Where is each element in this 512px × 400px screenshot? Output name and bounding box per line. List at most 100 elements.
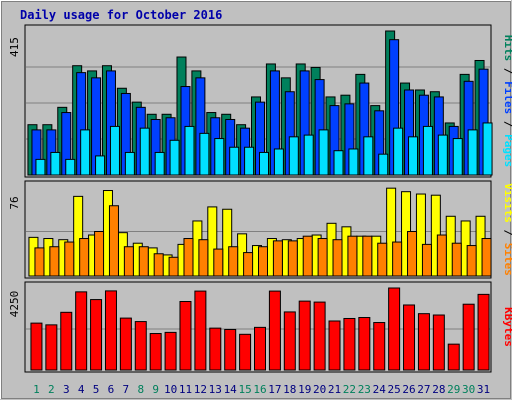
- bar-pages: [363, 136, 374, 176]
- x-tick-label: 21: [328, 383, 341, 396]
- bar-sites: [377, 242, 388, 277]
- x-tick-label: 24: [373, 383, 387, 396]
- bar-kbytes: [239, 333, 252, 371]
- bar-sites: [198, 239, 209, 277]
- x-tick-label: 2: [48, 383, 55, 396]
- bar-pages: [437, 134, 448, 176]
- bar-kbytes: [328, 320, 341, 371]
- bar-kbytes: [298, 300, 311, 371]
- bar-pages: [199, 132, 210, 176]
- bar-pages: [139, 127, 150, 176]
- bar-pages: [273, 148, 284, 176]
- x-tick-label: 11: [179, 383, 192, 396]
- bar-kbytes: [30, 322, 43, 371]
- bar-sites: [138, 246, 149, 277]
- bar-pages: [169, 139, 180, 176]
- chart-panels: 415 Hits / Files / Pages 76 Visits / Sites 4…: [8, 24, 512, 373]
- x-tick-label: 23: [358, 383, 371, 396]
- bar-sites: [64, 241, 75, 277]
- bar-sites: [451, 242, 462, 277]
- bar-sites: [183, 238, 194, 277]
- bar-kbytes: [283, 311, 296, 371]
- bar-sites: [347, 235, 358, 277]
- x-tick-label: 18: [283, 383, 296, 396]
- legend-entry: Visits: [502, 183, 512, 223]
- x-tick-label: 4: [78, 383, 85, 396]
- bar-kbytes: [358, 317, 371, 371]
- legend-separator: /: [502, 114, 512, 134]
- bar-visits: [73, 195, 84, 277]
- bar-sites: [228, 246, 239, 277]
- bar-kbytes: [209, 327, 222, 371]
- legend-separator: /: [502, 223, 512, 243]
- bar-kbytes: [447, 343, 460, 371]
- bar-sites: [94, 231, 105, 277]
- bar-kbytes: [432, 314, 445, 371]
- legend: KBytes: [502, 307, 512, 347]
- bar-pages: [318, 129, 329, 176]
- bar-sites: [332, 239, 343, 277]
- bar-sites: [407, 231, 418, 277]
- bar-sites: [421, 243, 432, 277]
- x-tick-label: 28: [432, 383, 445, 396]
- bar-pages: [154, 151, 165, 176]
- bar-sites: [49, 246, 60, 277]
- bar-sites: [168, 256, 179, 277]
- bar-pages: [65, 158, 76, 176]
- bar-pages: [288, 136, 299, 176]
- x-tick-label: 31: [477, 383, 490, 396]
- bar-kbytes: [373, 322, 386, 371]
- bar-kbytes: [164, 331, 177, 371]
- bar-pages: [244, 146, 255, 176]
- x-tick-label: 7: [123, 383, 130, 396]
- bar-kbytes: [119, 317, 132, 371]
- series-sites: [34, 205, 492, 277]
- bar-kbytes: [179, 301, 192, 371]
- bar-kbytes: [388, 287, 401, 371]
- bar-sites: [79, 238, 90, 277]
- bar-sites: [258, 246, 268, 277]
- bar-kbytes: [60, 311, 73, 371]
- bar-sites: [108, 205, 119, 277]
- bar-pages: [95, 155, 106, 176]
- bar-kbytes: [313, 301, 326, 371]
- x-tick-label: 27: [417, 383, 430, 396]
- bar-sites: [302, 235, 313, 277]
- legend-entry: KBytes: [502, 307, 512, 347]
- series-pages: [35, 122, 493, 176]
- bar-sites: [272, 240, 283, 277]
- bar-kbytes: [477, 293, 490, 371]
- bar-pages: [408, 136, 419, 176]
- x-tick-label: 20: [313, 383, 326, 396]
- bar-kbytes: [403, 304, 416, 371]
- bar-sites: [466, 245, 477, 277]
- panel-visits_sites: 76 Visits / Sites: [8, 180, 512, 279]
- x-tick-label: 5: [93, 383, 100, 396]
- bar-pages: [50, 151, 61, 176]
- bar-pages: [109, 125, 120, 176]
- legend-entry: Sites: [502, 243, 512, 276]
- bar-kbytes: [149, 333, 162, 371]
- x-tick-label: 12: [194, 383, 207, 396]
- bar-kbytes: [90, 299, 103, 371]
- x-tick-label: 15: [238, 383, 251, 396]
- bar-pages: [482, 122, 493, 176]
- bar-pages: [184, 125, 195, 176]
- bar-pages: [422, 125, 433, 176]
- panel-hits_files_pages: 415 Hits / Files / Pages: [8, 24, 512, 178]
- bar-pages: [229, 146, 240, 176]
- x-axis-tick-labels: 1 2 3 4 5 6 7 8 9 10 11 12 13 14 15 16 17 18 19 20 21 22 23 24 2…: [33, 383, 490, 396]
- x-tick-label: 9: [152, 383, 159, 396]
- bar-visits: [222, 208, 233, 277]
- bar-kbytes: [268, 290, 281, 371]
- bar-sites: [213, 248, 224, 277]
- bar-sites: [34, 247, 45, 277]
- x-tick-label: 17: [268, 383, 281, 396]
- legend-entry: Files: [502, 81, 512, 114]
- bar-pages: [214, 138, 225, 176]
- bar-sites: [362, 235, 373, 277]
- bar-pages: [378, 153, 389, 176]
- bar-pages: [124, 151, 135, 176]
- y-axis-max-label: 4250: [8, 291, 21, 318]
